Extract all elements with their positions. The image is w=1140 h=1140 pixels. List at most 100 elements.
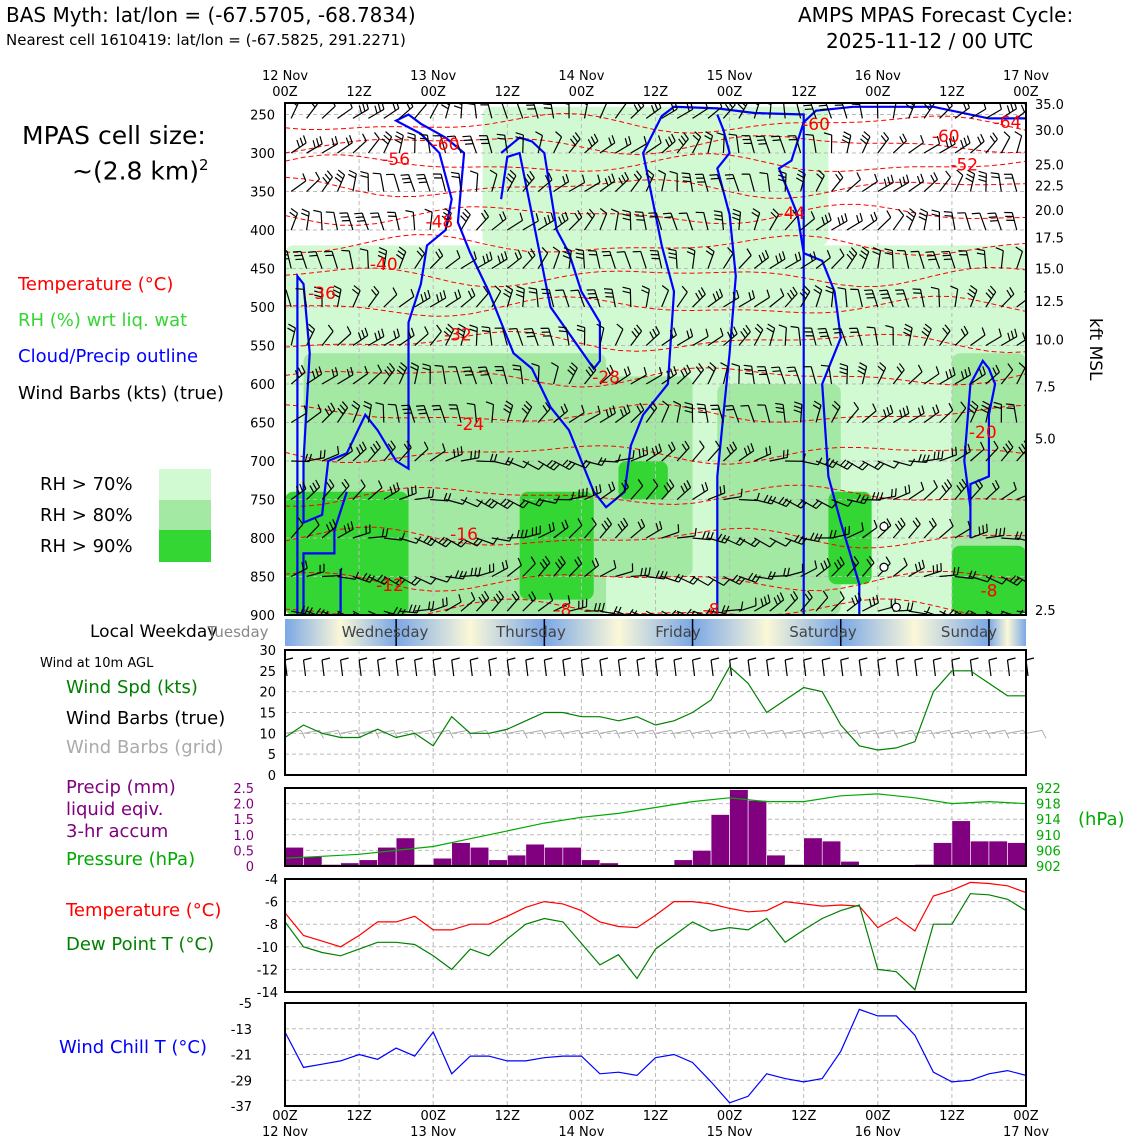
- true-barb-staff: [895, 659, 899, 677]
- wind-barb-staff: [538, 498, 556, 504]
- wind-barb-staff: [841, 103, 848, 119]
- wind-barb-staff: [904, 250, 910, 269]
- wind-barb: [837, 287, 848, 308]
- wind-barb-feather: [560, 406, 565, 414]
- precip-panel-frame: [284, 787, 1027, 867]
- wind-barb-feather: [724, 103, 731, 112]
- wind-barb: [970, 441, 985, 462]
- wind-barb: [306, 479, 321, 500]
- wind-barb-staff: [383, 294, 398, 308]
- wind-barb: [661, 103, 678, 119]
- wind-barb-feather: [915, 517, 921, 525]
- wind-barb-feather: [683, 132, 689, 140]
- wind-tick-label: 0: [268, 769, 276, 784]
- wind-barb-staff: [615, 411, 631, 424]
- cloud-outline: [500, 136, 601, 371]
- wind-barb-feather: [719, 327, 724, 336]
- wind-barb: [908, 173, 925, 193]
- wind-barb-staff: [630, 105, 645, 119]
- wind-barb-feather: [960, 371, 965, 380]
- cloud-outline: [302, 491, 348, 615]
- wind-barb-feather: [484, 498, 492, 505]
- wind-barb-staff: [769, 258, 786, 270]
- wind-barb: [583, 208, 596, 231]
- wind-barb: [924, 450, 944, 462]
- wind-barb: [419, 133, 431, 154]
- wind-barb-feather: [948, 138, 953, 147]
- wind-barb-feather: [634, 211, 643, 213]
- grid-barb-staff: [914, 729, 931, 734]
- wind-barb-staff: [306, 524, 320, 539]
- wind-barb-feather: [396, 369, 404, 376]
- wind-barb-feather: [987, 212, 996, 215]
- wind-barb: [491, 498, 514, 510]
- wind-barb-feather: [751, 574, 758, 582]
- wind-barb: [832, 327, 848, 346]
- precip-bar: [469, 846, 490, 867]
- wind-barb: [710, 404, 724, 423]
- wind-barb-feather: [956, 484, 962, 493]
- wind-barb-feather: [944, 324, 951, 332]
- wind-barb-feather: [794, 534, 800, 542]
- wind-barb-feather: [466, 99, 474, 100]
- wind-barb-feather: [301, 212, 309, 217]
- wind-barb-feather: [383, 134, 391, 141]
- wind-barb: [367, 132, 380, 154]
- true-barb-feather: [877, 657, 886, 661]
- wind-barb: [622, 209, 632, 231]
- wind-barb-staff: [337, 528, 354, 539]
- wind-barb: [723, 326, 738, 346]
- wind-barb-feather: [772, 370, 781, 373]
- wind-barb-feather: [410, 366, 418, 371]
- wind-barb-feather: [498, 590, 504, 598]
- wind-barb-feather: [562, 176, 566, 185]
- wind-barb: [506, 212, 524, 231]
- wind-barb-staff: [844, 289, 848, 308]
- wind-barb: [414, 601, 435, 612]
- wind-barb-feather: [360, 174, 369, 179]
- wind-barb-staff: [830, 289, 835, 308]
- wind-barb: [817, 327, 833, 346]
- wind-barb-feather: [874, 461, 881, 469]
- wind-barb-staff: [516, 328, 524, 346]
- wind-barb-feather: [327, 405, 333, 413]
- wind-barb-feather: [740, 330, 746, 339]
- wind-barb-feather: [795, 177, 804, 183]
- wind-barb-staff: [445, 257, 461, 270]
- wind-barb: [970, 366, 986, 385]
- wind-barb-feather: [526, 173, 533, 182]
- wind-barb-staff: [754, 537, 771, 548]
- top-date-label: 15 Nov: [707, 69, 753, 84]
- wind-barb-staff: [769, 214, 780, 231]
- wind-barb-feather: [590, 363, 597, 371]
- wind-barb-feather: [725, 605, 730, 614]
- wind-barb-staff: [430, 498, 449, 502]
- wind-barb-feather: [386, 366, 393, 374]
- wind-barb-staff: [429, 604, 448, 612]
- wind-barb: [872, 246, 882, 269]
- wind-barb-feather: [899, 178, 903, 187]
- wind-barb: [754, 445, 772, 462]
- wind-barb: [661, 479, 675, 500]
- grid-barb-feather: [911, 730, 917, 739]
- wind-barb-feather: [622, 217, 631, 221]
- wind-barb-staff: [954, 528, 971, 539]
- wind-barb-feather: [441, 104, 449, 110]
- wind-barb: [769, 592, 785, 612]
- wind-barb-feather: [683, 482, 689, 491]
- wind-barb: [985, 364, 1000, 385]
- true-barb-staff: [969, 659, 974, 677]
- wind-barb-feather: [637, 479, 644, 487]
- wind-barb-feather: [958, 481, 965, 490]
- wind-barb-staff: [784, 216, 798, 231]
- wind-barb-staff: [398, 251, 407, 269]
- wind-barb-feather: [478, 449, 480, 458]
- wind-barb: [645, 169, 655, 192]
- wind-barb-staff: [753, 103, 760, 119]
- wind-barb-staff: [738, 498, 757, 502]
- wind-barb: [445, 250, 461, 270]
- wind-barb: [481, 326, 493, 346]
- grid-wind-barb: [599, 729, 621, 739]
- weekday-label: Thursday: [495, 623, 566, 641]
- wind-barb: [831, 248, 845, 269]
